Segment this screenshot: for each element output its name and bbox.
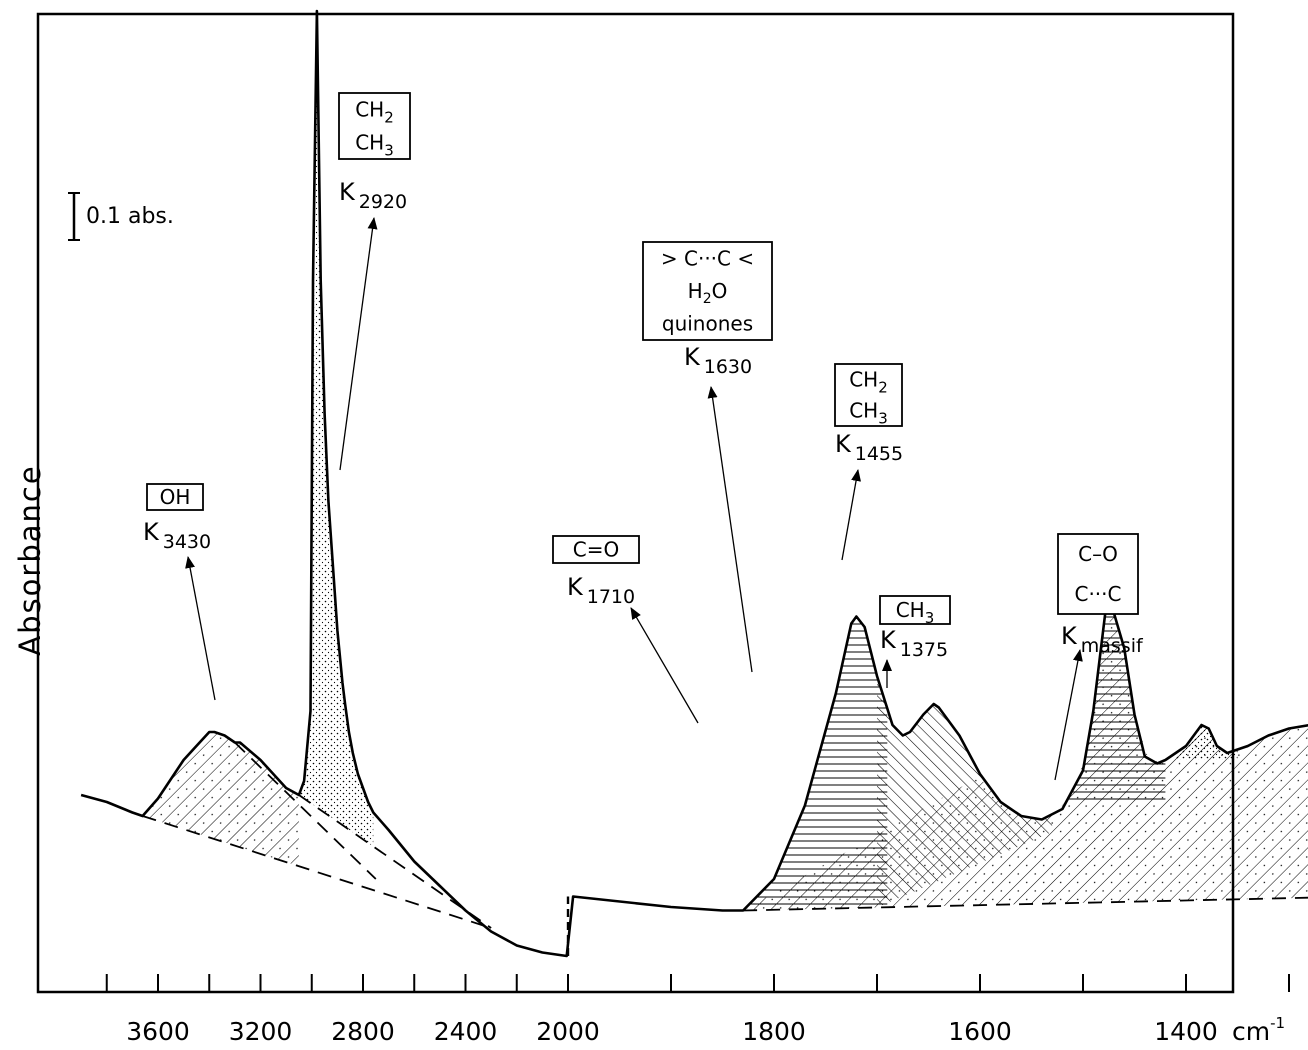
band-annotation-3430: OH K 3430 <box>143 483 216 701</box>
baseline-3 <box>234 741 377 880</box>
band-k-label: K 1375 <box>880 626 948 661</box>
band-label-line: C=O <box>573 538 619 562</box>
x-tick-label-3600: 3600 <box>126 1017 190 1046</box>
band-label-line: quinones <box>662 312 753 336</box>
x-tick-label-2800: 2800 <box>331 1017 395 1046</box>
x-tick-label-1800: 1800 <box>742 1017 806 1046</box>
band-label-line: CH2 <box>849 368 888 397</box>
band-label-box <box>338 92 411 160</box>
band-k-label: K 1455 <box>835 430 903 465</box>
band-arrow <box>1054 649 1083 781</box>
x-tick-label-2400: 2400 <box>434 1017 498 1046</box>
band-label-box <box>146 483 204 511</box>
band-label-box <box>834 363 903 427</box>
band-fill-ch3-1375 <box>1175 725 1238 760</box>
band-fill-oh <box>142 732 299 867</box>
band-label-box <box>552 535 640 564</box>
band-label-line: CH3 <box>355 131 394 160</box>
band-arrow <box>185 556 216 701</box>
x-axis-ticks <box>105 974 1290 992</box>
band-fill-ch2-ch3-1455 <box>1062 609 1166 809</box>
y-axis-label: Absorbance <box>13 464 47 655</box>
band-label-line: CH3 <box>849 399 888 428</box>
band-label-box <box>642 241 773 341</box>
band-annotation-1710: C=O K 1710 <box>552 535 699 724</box>
x-tick-label-3200: 3200 <box>229 1017 293 1046</box>
band-fills <box>142 31 1308 911</box>
scale-bar-label: 0.1 abs. <box>86 204 174 229</box>
band-label-line: CH2 <box>355 98 394 127</box>
band-k-label: K 2920 <box>339 178 407 213</box>
band-label-line: C···C <box>1074 582 1121 606</box>
plot-frame <box>36 12 1235 994</box>
band-arrow <box>630 607 699 724</box>
band-label-box <box>879 595 951 625</box>
baseline-0 <box>142 815 492 929</box>
band-k-label: K 1710 <box>567 573 635 608</box>
band-annotation-1630: > C···C < H2O quinones K 1630 <box>642 241 773 673</box>
band-k-label: K 1630 <box>684 343 752 378</box>
x-tick-label-2000: 2000 <box>536 1017 600 1046</box>
x-axis-tick-labels: 3600320028002400200018001600140012001000… <box>126 1017 1218 1046</box>
band-annotation-massif: C–O C···C K massif <box>1054 533 1144 781</box>
band-label-line: CH3 <box>896 598 935 627</box>
spectrum-line <box>80 9 1308 958</box>
band-fill-c-o <box>743 616 888 911</box>
x-tick-label-1400: 1400 <box>1154 1017 1218 1046</box>
band-label-line: H2O <box>688 279 728 307</box>
band-arrow <box>339 217 378 471</box>
band-arrow <box>841 469 861 561</box>
band-fill-quinones <box>877 676 1053 908</box>
baseline-1 <box>743 896 1308 912</box>
band-label-box <box>1057 533 1139 615</box>
band-fill-ch2-ch3 <box>298 31 374 847</box>
band-k-label: K 3430 <box>143 518 211 553</box>
scale-bar: 0.1 abs. <box>68 192 174 241</box>
band-label-line: > C···C < <box>661 246 754 270</box>
x-axis-unit: cm-1 <box>1232 1014 1285 1046</box>
band-label-line: C–O <box>1078 542 1118 566</box>
x-tick-label-1600: 1600 <box>948 1017 1012 1046</box>
band-annotation-2920: CH2 CH3 K 2920 <box>338 92 411 471</box>
band-arrow <box>707 386 753 673</box>
band-label-line: OH <box>160 485 191 509</box>
